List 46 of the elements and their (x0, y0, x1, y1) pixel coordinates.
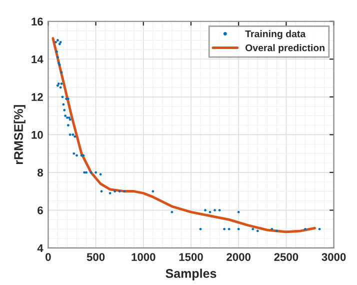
legend-label: Training data (245, 30, 306, 40)
point (270, 228, 274, 230)
point (218, 208, 221, 212)
point (72, 152, 76, 155)
point (99, 173, 102, 176)
y-axis-title: rRMSE[%] (14, 105, 26, 164)
point (74, 135, 76, 138)
point (72, 133, 74, 136)
point (114, 190, 116, 193)
point (68, 133, 72, 136)
y-tick-label: 12 (32, 93, 43, 101)
x-axis-title: Samples (166, 268, 216, 280)
y-tick-label: 14 (32, 56, 44, 64)
point (57, 62, 60, 64)
x-tick-label: 2500 (274, 253, 298, 261)
y-tick-label: 16 (32, 18, 43, 26)
x-tick-label: 500 (86, 253, 105, 261)
point (57, 82, 60, 85)
y-tick-label: 4 (37, 244, 44, 252)
point (123, 190, 126, 193)
y-tick-label: 8 (38, 168, 43, 177)
point (61, 96, 64, 98)
x-tick-label: 2000 (226, 253, 250, 261)
point (152, 190, 154, 193)
y-tick-label: 6 (38, 206, 43, 214)
point (58, 64, 61, 66)
point (54, 40, 58, 44)
point (63, 108, 66, 112)
x-tick-label: 0 (46, 253, 51, 261)
y-tick-label: 10 (32, 130, 43, 139)
x-tick-label: 3000 (322, 253, 346, 261)
point (275, 230, 278, 232)
legend-label: Overal prediction (245, 44, 324, 54)
point (252, 228, 254, 230)
point (58, 42, 61, 46)
x-tick-label: 1000 (132, 253, 156, 261)
point (118, 190, 121, 193)
point (223, 228, 226, 230)
x-tick-label: 1500 (179, 253, 203, 261)
point (237, 228, 240, 230)
point (256, 230, 259, 232)
point (60, 82, 63, 85)
point (108, 192, 112, 194)
point (237, 210, 240, 214)
point (60, 71, 63, 74)
point (59, 40, 62, 44)
